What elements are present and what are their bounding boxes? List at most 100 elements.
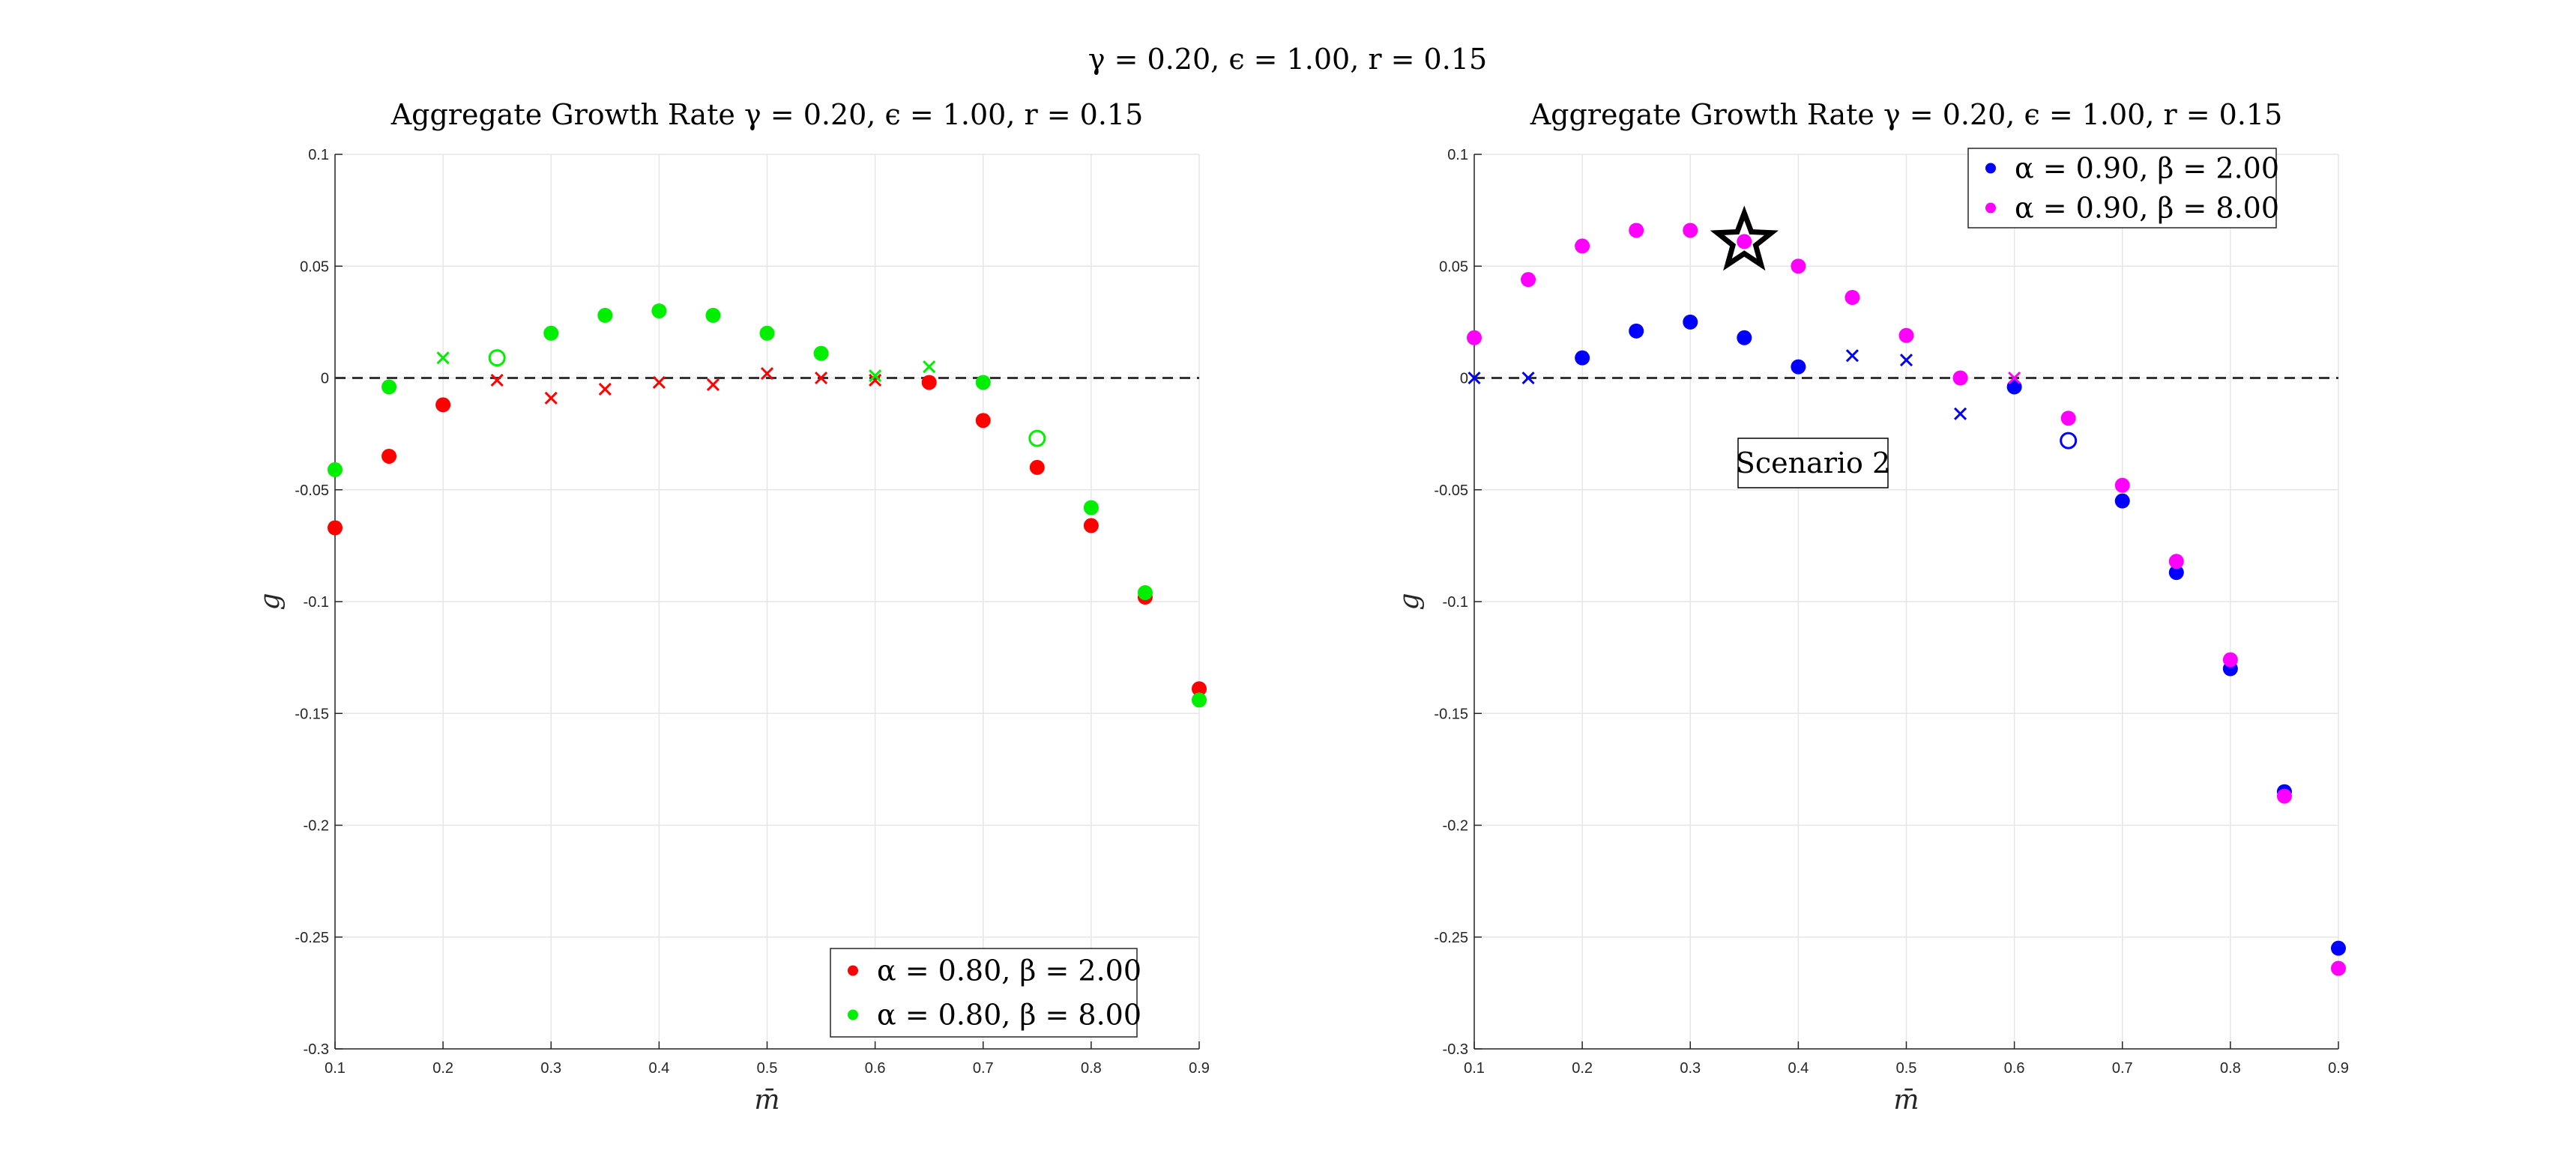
legend: α = 0.90, β = 2.00 α = 0.90, β = 8.00 [1967,148,2279,229]
y-tick-label: -0.3 [1443,1041,1468,1058]
data-point-cross [598,382,612,396]
data-point [975,413,991,429]
y-tick-label: 0.1 [308,147,329,163]
data-point [651,303,667,318]
plot-title: Aggregate Growth Rate γ = 0.20, ϵ = 1.00… [390,98,1144,131]
data-point-cross [869,369,882,383]
x-tick-label: 0.2 [1572,1060,1593,1077]
y-tick-label: -0.1 [304,594,329,611]
data-point-cross [814,371,828,385]
data-point [2331,940,2346,956]
data-point-cross [1953,407,1967,420]
data-point [2222,652,2238,668]
data-point-cross [1521,371,1535,385]
y-axis-label: g [255,593,286,610]
data-point [1192,692,1207,708]
data-point-cross [760,366,774,381]
data-point-cross [544,391,558,405]
data-point [1629,323,1644,339]
x-tick-label: 0.8 [1081,1060,1102,1077]
data-point [2331,960,2346,976]
legend-label: α = 0.90, β = 8.00 [2015,192,2279,225]
x-tick-label: 0.8 [2220,1060,2241,1077]
data-point-cross [923,360,936,374]
data-point [759,325,775,341]
data-point-cross [706,378,720,392]
legend-label: α = 0.90, β = 2.00 [2015,152,2279,185]
legend-marker [848,1009,858,1020]
x-axis-label: m̄ [1893,1085,1919,1116]
y-tick-label: -0.3 [304,1041,329,1058]
data-point [1575,238,1590,254]
x-tick-label: 0.5 [1896,1060,1917,1077]
y-tick-label: -0.2 [304,818,329,835]
data-point [1737,330,1752,345]
data-point [381,448,397,464]
y-axis-label: g [1394,593,1425,610]
y-tick-label: 0 [1460,371,1468,387]
data-point [1683,223,1698,238]
x-tick-label: 0.4 [648,1060,669,1077]
y-tick-label: -0.05 [1434,482,1468,499]
data-point [813,345,829,361]
x-tick-label: 0.5 [757,1060,778,1077]
y-tick-label: 0.05 [1439,258,1468,275]
data-point [1683,314,1698,330]
x-tick-label: 0.9 [2328,1060,2349,1077]
data-point [2168,554,2184,569]
data-point [1844,290,1860,306]
y-tick-label: -0.25 [1434,930,1468,946]
left-subplot: 0.1 0.2 0.3 0.4 0.5 0.6 0.7 0.8 0.9 0.1 0.05 0 -0.05… [255,98,1210,1116]
data-point [1791,258,1806,274]
figure-suptitle: γ = 0.20, ϵ = 1.00, r = 0.15 [1088,43,1487,76]
data-point [2114,493,2130,509]
data-point [381,379,397,395]
y-tick-label: -0.15 [1434,706,1468,722]
legend-marker [848,965,858,976]
data-point [1575,350,1590,366]
y-tick-label: 0 [321,371,329,387]
data-point-cross [869,373,882,387]
x-tick-label: 0.3 [540,1060,561,1077]
series-1 [328,303,1207,708]
series-1 [1467,223,2346,976]
data-point-cross [652,375,666,390]
data-point [328,520,343,536]
data-point-cross [490,373,504,387]
data-point-open [1028,429,1046,447]
data-point [975,375,991,390]
data-point [1629,223,1644,238]
right-subplot: 0.1 0.2 0.3 0.4 0.5 0.6 0.7 0.8 0.9 0.1 0.05 0 -0.05… [1394,98,2349,1116]
x-tick-label: 0.6 [2004,1060,2025,1077]
legend: α = 0.80, β = 2.00 α = 0.80, β = 8.00 [830,948,1141,1038]
plot-title: Aggregate Growth Rate γ = 0.20, ϵ = 1.00… [1530,98,2283,131]
grid [334,154,1200,1050]
data-point-cross [436,351,450,365]
data-point [1467,330,1482,345]
x-tick-label: 0.2 [432,1060,453,1077]
data-point [2168,565,2184,581]
data-point-cross [1899,354,1913,367]
y-tick-label: -0.1 [1443,594,1468,611]
x-tick-label: 0.4 [1788,1060,1809,1077]
data-point [1083,518,1099,533]
data-point [2276,788,2292,804]
data-point [2060,411,2076,426]
legend-box [830,948,1138,1038]
data-point [2114,477,2130,493]
data-point [1192,681,1207,697]
data-point [1898,327,1914,343]
scenario-annotation-box [1737,438,1889,488]
data-point [328,462,343,477]
y-tick-label: -0.25 [295,930,329,946]
legend-box [1967,148,2277,229]
x-tick-label: 0.9 [1189,1060,1210,1077]
data-point-cross [1468,371,1481,385]
legend-marker [1985,163,1996,174]
legend-label: α = 0.80, β = 8.00 [877,999,1141,1032]
y-tick-label: -0.15 [295,706,329,722]
data-point [1952,370,1968,386]
data-point-cross [2008,371,2021,385]
x-tick-label: 0.3 [1680,1060,1701,1077]
